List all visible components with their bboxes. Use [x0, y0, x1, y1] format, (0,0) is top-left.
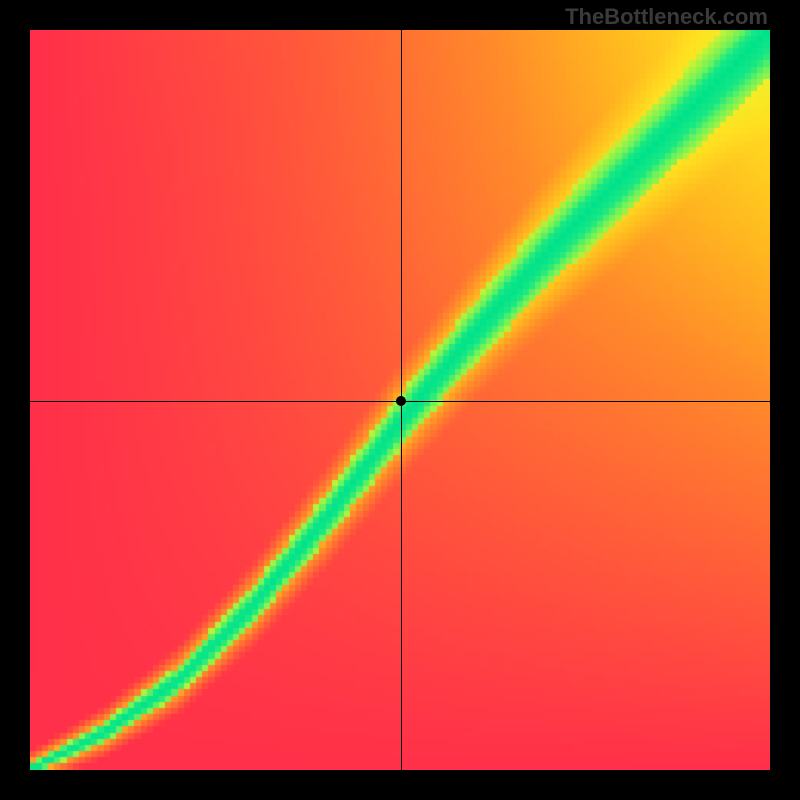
watermark-text: TheBottleneck.com: [565, 4, 768, 30]
